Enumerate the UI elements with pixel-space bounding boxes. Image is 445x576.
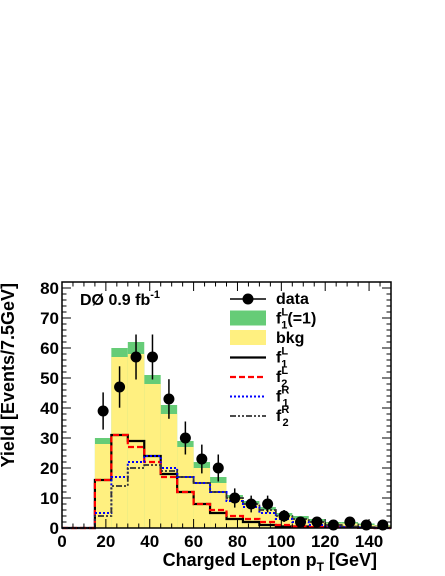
bkg-bar xyxy=(193,468,211,528)
legend-label-sub: 2 xyxy=(281,378,287,390)
experiment-label-sup: -1 xyxy=(150,289,160,301)
data-point xyxy=(179,432,191,444)
x-tick-label: 140 xyxy=(355,532,383,551)
data-point xyxy=(262,498,274,510)
bkg-bar xyxy=(226,498,243,528)
legend-label-sup: L xyxy=(281,365,288,377)
y-tick-label: 80 xyxy=(40,279,59,298)
bkg-bar xyxy=(210,483,227,528)
bkg-bar xyxy=(177,447,194,528)
data-point xyxy=(278,510,290,522)
y-tick-label: 10 xyxy=(40,489,59,508)
legend-label-main: bkg xyxy=(276,330,304,347)
data-point xyxy=(146,351,158,363)
x-axis-title-unit: [GeV] xyxy=(324,550,377,570)
legend-label-main: f xyxy=(276,408,282,425)
bkg-bar xyxy=(259,510,276,528)
data-point xyxy=(295,516,307,528)
x-tick-label: 40 xyxy=(140,532,159,551)
data-point xyxy=(97,405,109,417)
data-point xyxy=(245,498,257,510)
data-point xyxy=(163,393,175,405)
data-point xyxy=(327,519,339,531)
y-tick-label: 60 xyxy=(40,339,59,358)
data-point xyxy=(196,453,208,465)
legend-label-sup: R xyxy=(281,404,289,416)
bkg-bar xyxy=(94,444,112,528)
y-axis-title: Yield [Events/7.5GeV] xyxy=(0,283,18,467)
data-point xyxy=(114,381,126,393)
legend-label-f2R: fR 2 xyxy=(276,404,289,429)
legend-label-sub: 1 xyxy=(282,398,288,410)
legend-label-main: f xyxy=(276,350,282,367)
data-point xyxy=(377,519,389,531)
data-point xyxy=(212,462,224,474)
x-tick-label: 120 xyxy=(311,532,339,551)
experiment-label: DØ 0.9 fb-1 xyxy=(80,289,160,309)
legend-label-main: f xyxy=(276,311,282,328)
y-tick-label: 20 xyxy=(40,459,59,478)
axes-layer: 0 10 20 30 40 50 60 70 80 0 20 40 60 80 100 120 140 xyxy=(40,279,392,551)
legend-label-main: f xyxy=(276,389,282,406)
x-axis-title: Charged Lepton pT [GeV] xyxy=(163,550,377,574)
legend-swatch-bkg xyxy=(230,330,266,345)
y-tick-label: 50 xyxy=(40,369,59,388)
x-tick-label: 100 xyxy=(267,532,295,551)
bkg-bar xyxy=(111,357,128,528)
y-tick-label: 70 xyxy=(40,309,59,328)
x-tick-label: 20 xyxy=(96,532,115,551)
legend-label-main: f xyxy=(276,369,282,386)
data-point xyxy=(229,492,241,504)
legend-label-sub: 1 xyxy=(281,359,287,371)
legend-label-sup: L xyxy=(281,307,288,319)
x-tick-label: 60 xyxy=(184,532,203,551)
y-tick-label: 40 xyxy=(40,399,59,418)
x-tick-label: 0 xyxy=(57,532,66,551)
legend-label-sub: 1 xyxy=(281,320,287,332)
legend-label-f1R: fR 1 xyxy=(276,385,289,410)
legend-swatch-signal xyxy=(230,310,266,326)
legend-label-f2L: fL 2 xyxy=(276,365,288,390)
legend-label-sub: 2 xyxy=(282,417,288,429)
data-point xyxy=(360,519,372,531)
data-point xyxy=(311,516,323,528)
y-tick-label: 30 xyxy=(40,429,59,448)
legend-label-sup: R xyxy=(281,385,289,397)
legend-label-signal: fL 1(=1) xyxy=(276,307,316,332)
legend-label-bkg: bkg xyxy=(276,330,304,347)
legend-marker-data xyxy=(242,293,254,305)
template-line-f2L xyxy=(62,433,391,530)
y-tick-label: 0 xyxy=(50,519,59,538)
legend-label-tail: (=1) xyxy=(287,311,316,328)
x-tick-label: 80 xyxy=(228,532,247,551)
bkg-bar xyxy=(160,414,178,528)
legend-label-main: data xyxy=(276,291,309,308)
legend-label-sup: L xyxy=(281,346,288,358)
data-point xyxy=(130,351,142,363)
legend-label-data: data xyxy=(276,291,309,308)
x-axis-title-sub: T xyxy=(317,560,325,574)
legend-label-f1L: fL 1 xyxy=(276,346,288,371)
data-point xyxy=(344,516,356,528)
